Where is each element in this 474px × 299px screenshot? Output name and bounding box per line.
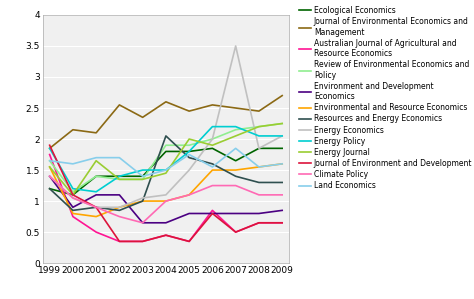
Legend: Ecological Economics, Journal of Environmental Economics and
Management, Austral: Ecological Economics, Journal of Environ… (296, 3, 474, 193)
